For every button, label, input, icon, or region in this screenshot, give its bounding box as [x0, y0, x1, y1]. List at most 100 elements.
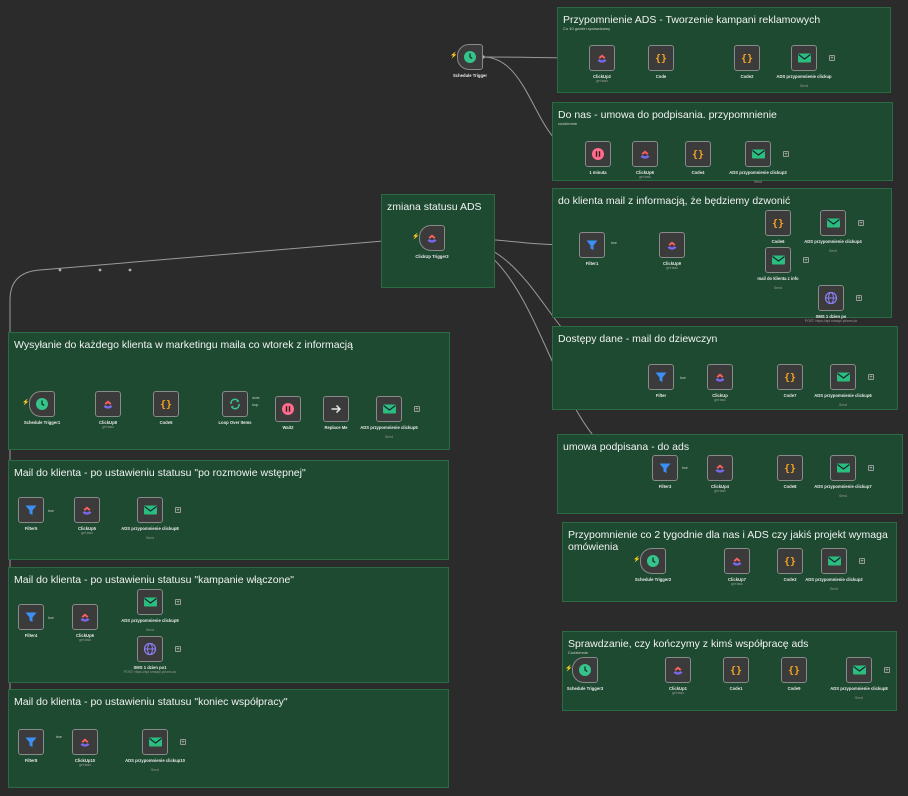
node-subtitle: get:task — [639, 175, 651, 179]
workflow-node[interactable] — [18, 497, 44, 523]
workflow-node[interactable] — [419, 225, 445, 251]
add-node-button[interactable]: + — [175, 646, 181, 653]
workflow-node[interactable] — [457, 44, 483, 70]
workflow-node[interactable]: {} — [777, 364, 803, 390]
clickup-icon — [725, 549, 749, 573]
globe-icon — [819, 286, 843, 310]
workflow-node[interactable] — [142, 729, 168, 755]
mail-icon — [831, 456, 855, 480]
workflow-node[interactable] — [791, 45, 817, 71]
add-node-button[interactable]: + — [175, 599, 181, 606]
workflow-node[interactable]: {} — [648, 45, 674, 71]
node-label: ClickUp1 — [669, 686, 687, 691]
edge-label: done — [252, 396, 260, 400]
node-label: ADS przypomnienie clickup8 — [121, 526, 179, 531]
filter-icon — [580, 233, 604, 257]
add-node-button[interactable]: + — [868, 465, 874, 472]
node-label: ClickUp5 — [78, 526, 96, 531]
add-node-button[interactable]: + — [858, 220, 864, 227]
connection-handle[interactable] — [58, 268, 62, 272]
clickup-icon — [590, 46, 614, 70]
node-subtitle: Send — [800, 84, 808, 88]
workflow-node[interactable] — [818, 285, 844, 311]
node-label: Wait2 — [282, 425, 294, 430]
add-node-button[interactable]: + — [175, 507, 181, 514]
workflow-node[interactable] — [74, 497, 100, 523]
workflow-node[interactable] — [589, 45, 615, 71]
workflow-node[interactable] — [648, 364, 674, 390]
workflow-node[interactable] — [72, 729, 98, 755]
group-title: umowa podpisana - do ads — [563, 441, 690, 453]
add-node-button[interactable]: + — [856, 295, 862, 302]
mail-icon — [377, 397, 401, 421]
workflow-node[interactable] — [376, 396, 402, 422]
workflow-node[interactable] — [846, 657, 872, 683]
workflow-node[interactable] — [137, 589, 163, 615]
workflow-node[interactable] — [652, 455, 678, 481]
workflow-node[interactable] — [640, 548, 666, 574]
workflow-node[interactable]: {} — [153, 391, 179, 417]
workflow-node[interactable] — [632, 141, 658, 167]
workflow-node[interactable] — [95, 391, 121, 417]
group-title: Dostępy dane - mail do dziewczyn — [558, 333, 718, 345]
svg-text:{}: {} — [784, 464, 796, 475]
workflow-node[interactable] — [821, 548, 847, 574]
group-title: Mail do klienta - po ustawieniu statusu … — [14, 696, 288, 708]
workflow-node[interactable] — [72, 604, 98, 630]
add-node-button[interactable]: + — [414, 406, 420, 413]
node-subtitle: Send — [754, 180, 762, 184]
connection-handle[interactable] — [128, 268, 132, 272]
add-node-button[interactable]: + — [829, 55, 835, 62]
workflow-node[interactable] — [18, 604, 44, 630]
workflow-node[interactable]: {} — [765, 210, 791, 236]
workflow-node[interactable] — [323, 396, 349, 422]
add-node-button[interactable]: + — [803, 257, 809, 264]
workflow-node[interactable] — [659, 232, 685, 258]
sticky-note-group[interactable]: do klienta mail z informacją, że będziem… — [552, 188, 892, 318]
arrow-right-icon — [324, 397, 348, 421]
workflow-node[interactable] — [137, 636, 163, 662]
node-subtitle: get:task — [714, 398, 726, 402]
clickup-icon — [708, 365, 732, 389]
workflow-node[interactable] — [724, 548, 750, 574]
node-label: 1 minuta — [589, 170, 607, 175]
add-node-button[interactable]: + — [180, 739, 186, 746]
workflow-node[interactable] — [585, 141, 611, 167]
workflow-node[interactable]: {} — [723, 657, 749, 683]
svg-text:{}: {} — [692, 150, 704, 161]
workflow-node[interactable] — [137, 497, 163, 523]
workflow-node[interactable] — [29, 391, 55, 417]
workflow-node[interactable] — [665, 657, 691, 683]
workflow-node[interactable] — [572, 657, 598, 683]
add-node-button[interactable]: + — [868, 374, 874, 381]
add-node-button[interactable]: + — [783, 151, 789, 158]
sticky-note-group[interactable]: zmiana statusu ADS — [381, 194, 495, 288]
node-label: Loop Over Items — [218, 420, 252, 425]
workflow-node[interactable] — [579, 232, 605, 258]
workflow-node[interactable] — [275, 396, 301, 422]
edge-label: true — [48, 509, 54, 513]
workflow-node[interactable] — [745, 141, 771, 167]
workflow-node[interactable] — [830, 364, 856, 390]
node-label: Schedule Trigger2 — [634, 577, 672, 582]
workflow-node[interactable] — [820, 210, 846, 236]
workflow-node[interactable]: {} — [734, 45, 760, 71]
workflow-node[interactable] — [18, 729, 44, 755]
workflow-node[interactable] — [707, 364, 733, 390]
group-title: Do nas - umowa do podpisania. przypomnie… — [558, 109, 777, 121]
node-label: ADS przypomnienie clickup4 — [804, 239, 862, 244]
workflow-node[interactable] — [765, 247, 791, 273]
workflow-node[interactable] — [707, 455, 733, 481]
add-node-button[interactable]: + — [884, 667, 890, 674]
connection-handle[interactable] — [98, 268, 102, 272]
workflow-node[interactable] — [222, 391, 248, 417]
node-label: ClickUp6 — [76, 633, 94, 638]
workflow-node[interactable]: {} — [777, 455, 803, 481]
workflow-node[interactable] — [830, 455, 856, 481]
workflow-node[interactable]: {} — [777, 548, 803, 574]
workflow-node[interactable]: {} — [685, 141, 711, 167]
workflow-node[interactable]: {} — [781, 657, 807, 683]
edge-label: true — [680, 376, 686, 380]
add-node-button[interactable]: + — [859, 558, 865, 565]
